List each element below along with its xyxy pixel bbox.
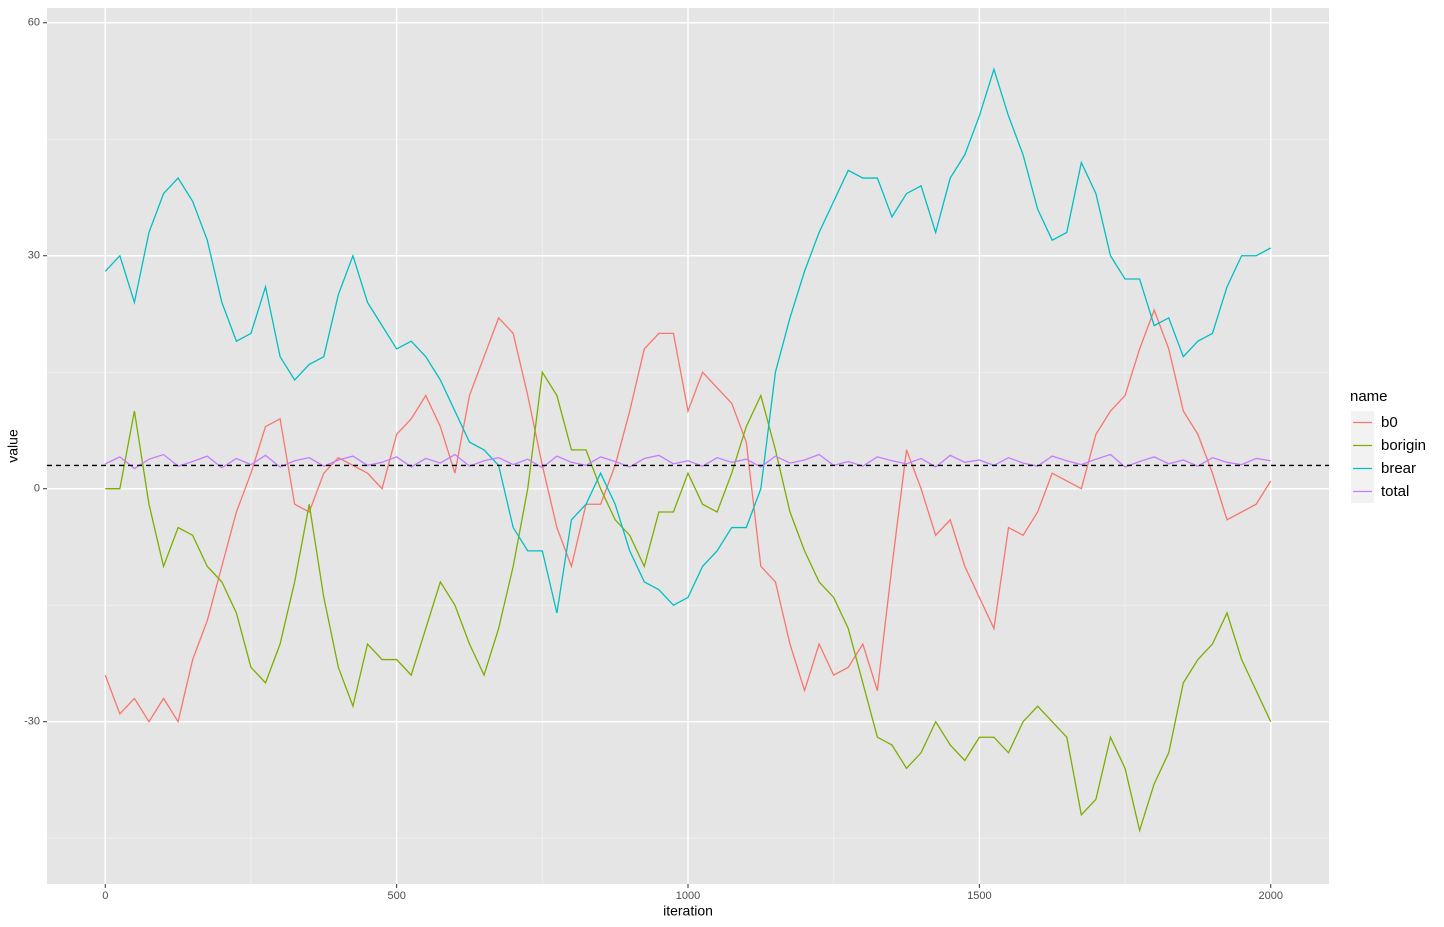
- legend-label: b0: [1381, 414, 1398, 431]
- x-tick-label: 0: [102, 890, 108, 902]
- legend-label: brear: [1381, 460, 1416, 477]
- series-line: [105, 370, 1272, 833]
- y-axis-title: value: [5, 429, 21, 463]
- y-tick-label: 0: [34, 483, 40, 495]
- y-tick-label: -30: [24, 716, 40, 728]
- axes: 0 500 1000 1500 2000 -30 0 30 60: [24, 17, 1283, 902]
- legend-title: name: [1350, 388, 1388, 405]
- series-line: [104, 308, 1272, 724]
- legend-label: borigin: [1381, 437, 1426, 454]
- x-tick-label: 2000: [1258, 890, 1282, 902]
- series-line: [104, 453, 1271, 470]
- lines: [47, 67, 1329, 833]
- legend: name b0 borigin brear total: [1350, 388, 1426, 503]
- x-tick-label: 1500: [967, 890, 991, 902]
- legend-label: total: [1381, 483, 1409, 500]
- x-tick-label: 500: [387, 890, 405, 902]
- y-tick-label: 60: [28, 17, 40, 29]
- x-axis-title: iteration: [663, 903, 713, 919]
- grid: [47, 8, 1329, 884]
- x-tick-label: 1000: [676, 890, 700, 902]
- series-line: [104, 67, 1272, 614]
- y-tick-label: 30: [28, 250, 40, 262]
